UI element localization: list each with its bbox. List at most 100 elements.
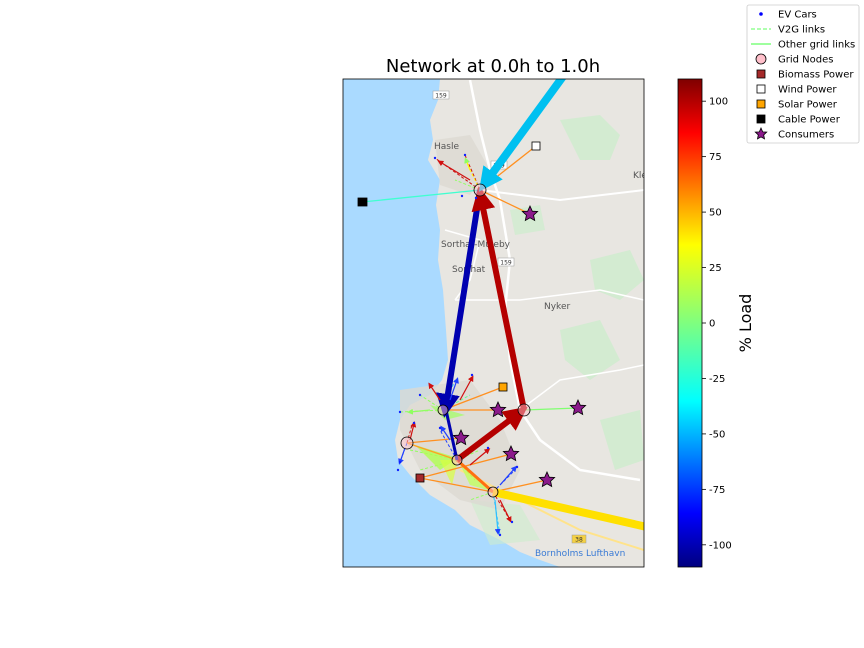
major-link-ronne-east-to-hasle <box>471 186 527 411</box>
grid-link <box>361 189 481 203</box>
grid-link <box>419 477 494 493</box>
colorbar-tick-label: 50 <box>709 208 722 219</box>
colorbar-tick-label: -50 <box>709 429 725 440</box>
road <box>479 189 644 202</box>
legend-label-cable-power: Cable Power <box>778 115 841 126</box>
colorbar-gradient <box>677 78 703 568</box>
v2g-link <box>406 424 413 444</box>
v2g-link <box>469 491 494 501</box>
colorbar-tick-label: 0 <box>709 319 715 330</box>
grid-node <box>517 403 531 417</box>
grid-node <box>487 486 499 498</box>
major-link-ronne-center-to-ronne-east <box>455 406 528 463</box>
v2g-arrow <box>398 447 406 465</box>
major-link-east-offmap <box>492 488 644 531</box>
ev-car-dot <box>398 460 402 464</box>
sea <box>343 79 560 567</box>
v2g-arrow <box>494 499 501 535</box>
ev-car-dot <box>474 196 478 200</box>
v2g-arrow <box>499 465 517 486</box>
place-label-airport: Bornholms Lufthavn <box>535 549 625 559</box>
colorbar-label: % Load <box>736 294 755 353</box>
legend-label-consumers: Consumers <box>778 130 834 141</box>
ev-car-dot <box>460 194 464 198</box>
legend-label-solar-power: Solar Power <box>778 100 838 111</box>
legend-label-ev-cars: EV Cars <box>778 10 817 21</box>
consumer-star <box>489 401 507 418</box>
road-number: 159 <box>435 93 447 100</box>
ev-car-dot <box>418 393 422 397</box>
v2g-link <box>439 429 458 461</box>
ev-car-dot <box>398 410 402 414</box>
ev-car-dot <box>463 153 467 157</box>
legend-wind-power-icon <box>756 84 766 94</box>
biomass-power-source <box>415 473 425 483</box>
road <box>455 289 644 301</box>
consumers <box>452 205 587 488</box>
colorbar-tick-label: 100 <box>709 97 728 108</box>
place-label-kl: Kle <box>633 171 647 181</box>
ev-car-dot <box>470 373 474 377</box>
road-number: 159 <box>500 260 512 267</box>
consumer-star <box>538 471 556 488</box>
colorbar: 100 75 50 25 0 -25 -50 -75 -100 % Load <box>677 78 755 568</box>
v2g-arrows <box>398 157 517 535</box>
map-frame <box>342 78 645 568</box>
grid-node <box>451 454 463 466</box>
legend: EV Cars V2G links Other grid links Grid … <box>746 4 860 144</box>
road <box>519 364 644 411</box>
major-link-north-offmap <box>478 79 567 192</box>
grid-node <box>400 436 414 450</box>
legend-consumers-icon <box>754 126 768 140</box>
wind-power-source <box>531 141 541 151</box>
v2g-link <box>454 179 481 191</box>
road-shield <box>432 90 450 100</box>
legend-label-v2g-links: V2G links <box>778 25 825 36</box>
grid-node <box>437 404 449 416</box>
colorbar-tick-label: -100 <box>709 540 732 551</box>
legend-biomass-power-icon <box>756 69 766 79</box>
v2g-arrow <box>499 499 512 523</box>
green-area <box>560 320 620 380</box>
v2g-link <box>469 169 481 191</box>
place-label-hasle: Hasle <box>434 142 459 152</box>
colorbar-ticks: 100 75 50 25 0 -25 -50 -75 -100 <box>702 97 732 551</box>
green-area <box>470 500 540 545</box>
green-area <box>510 205 545 235</box>
place-label-sorthat-muleby: Sorthat-Muleby <box>441 240 511 250</box>
legend-label-grid-nodes: Grid Nodes <box>778 55 833 66</box>
chart-title: Network at 0.0h to 1.0h <box>386 56 600 77</box>
ev-car-dot <box>396 468 400 472</box>
green-area <box>590 250 644 300</box>
consumer-star <box>569 399 587 416</box>
legend-ev-cars-icon <box>759 12 763 16</box>
ev-car-dot <box>515 465 519 469</box>
ev-car-dot <box>510 520 514 524</box>
colorbar-tick-label: 75 <box>709 152 722 163</box>
v2g-arrow <box>440 425 451 441</box>
road <box>459 469 644 551</box>
ev-car-dot <box>486 446 490 450</box>
urban-area <box>400 380 520 510</box>
grid-link <box>456 458 494 494</box>
colorbar-tick-label: -75 <box>709 485 725 496</box>
legend-label-other-grid-links: Other grid links <box>778 40 855 51</box>
legend-label-biomass-power: Biomass Power <box>778 70 854 81</box>
v2g-arrow <box>459 375 474 401</box>
road-shield <box>571 534 587 544</box>
map-area: 159 159 159 38 Hasle Sorthat-Muleby Sort… <box>343 79 647 567</box>
solar-power-source <box>498 382 508 392</box>
consumer-star <box>452 429 470 446</box>
consumer-star <box>502 445 520 462</box>
place-label-nyker: Nyker <box>544 302 570 312</box>
legend-grid-nodes-icon <box>755 53 767 65</box>
major-link-hasle-to-ronne-north <box>436 189 483 418</box>
v2g-arrow <box>437 160 471 181</box>
v2g-arrow <box>464 157 471 171</box>
v2g-link-cluster <box>440 460 458 485</box>
legend-box <box>746 4 860 144</box>
green-area <box>600 410 644 470</box>
consumer-star <box>521 205 539 222</box>
v2g-arrow <box>469 448 491 466</box>
